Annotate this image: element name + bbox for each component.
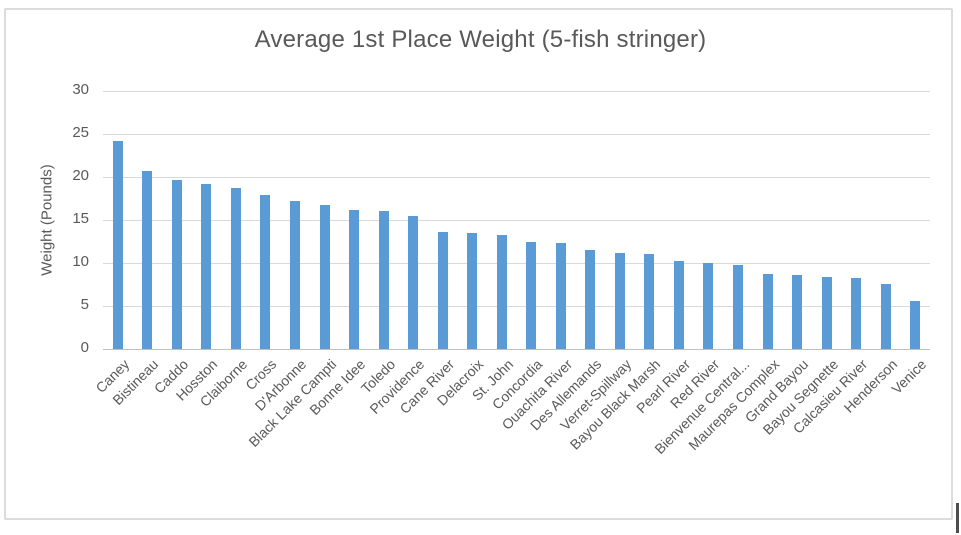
scrollbar-thumb[interactable] <box>956 503 959 533</box>
y-tick-label: 30 <box>72 81 89 98</box>
bar <box>526 242 537 349</box>
bar <box>762 274 773 349</box>
bar <box>880 283 891 349</box>
gridline <box>103 220 930 221</box>
bar <box>171 180 182 349</box>
bar <box>792 275 803 349</box>
y-tick-label: 15 <box>72 210 89 227</box>
y-tick-label: 25 <box>72 124 89 141</box>
bar <box>555 243 566 349</box>
gridline <box>103 306 930 307</box>
bar <box>821 276 832 349</box>
gridline <box>103 177 930 178</box>
gridline <box>103 91 930 92</box>
y-tick-label: 10 <box>72 253 89 270</box>
gridline <box>103 263 930 264</box>
bar <box>496 235 507 349</box>
y-tick-label: 5 <box>80 296 89 313</box>
bar <box>201 183 212 349</box>
bar <box>614 252 625 349</box>
bar <box>585 250 596 349</box>
bar <box>437 232 448 349</box>
bar <box>260 195 271 349</box>
bar <box>467 232 478 349</box>
chart-frame <box>4 8 953 520</box>
bar <box>673 261 684 349</box>
y-axis-tick-labels: 0 5 10 15 20 25 30 <box>0 0 89 535</box>
bar <box>910 300 921 349</box>
chart-title: Average 1st Place Weight (5-fish stringe… <box>254 26 707 53</box>
bar <box>733 264 744 349</box>
bar <box>408 215 419 349</box>
bar <box>230 188 241 349</box>
bar <box>142 170 153 349</box>
bar <box>703 263 714 349</box>
bar <box>289 201 300 349</box>
bar <box>349 209 360 349</box>
gridline <box>103 134 930 135</box>
bar <box>851 277 862 349</box>
bar <box>112 140 123 349</box>
plot-area <box>103 91 930 350</box>
y-tick-label: 0 <box>80 339 89 356</box>
x-axis-line <box>103 349 930 350</box>
bar <box>319 205 330 349</box>
bar <box>644 253 655 349</box>
bar <box>378 211 389 349</box>
y-tick-label: 20 <box>72 167 89 184</box>
